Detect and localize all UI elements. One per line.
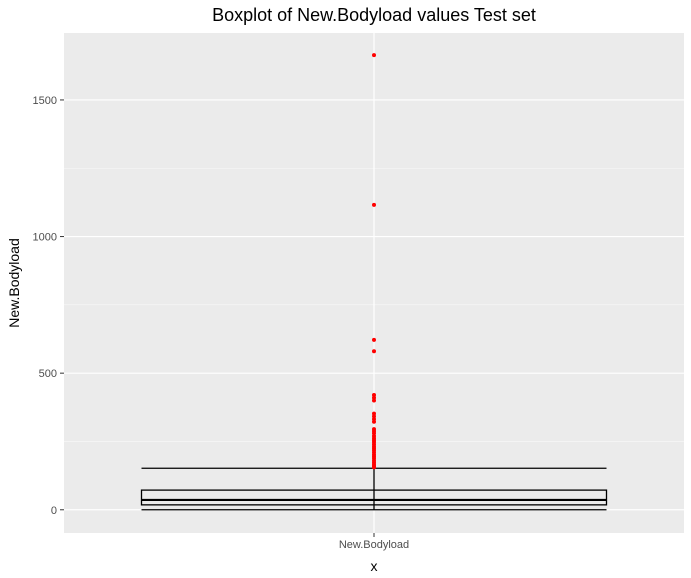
y-tick-label: 1000 xyxy=(33,232,57,244)
y-tick-label: 500 xyxy=(39,368,57,380)
outlier-point xyxy=(372,395,376,400)
outlier-point xyxy=(372,465,376,470)
chart-title: Boxplot of New.Bodyload values Test set xyxy=(212,5,536,25)
outlier-point xyxy=(372,417,376,422)
outlier-point xyxy=(372,337,376,342)
outlier-point xyxy=(372,398,376,403)
x-axis-ticks: New.Bodyload xyxy=(339,533,409,551)
outlier-point xyxy=(372,414,376,419)
x-tick-label: New.Bodyload xyxy=(339,539,409,551)
outlier-point xyxy=(372,53,376,58)
outlier-point xyxy=(372,411,376,416)
outlier-point xyxy=(372,431,376,436)
y-tick-label: 1500 xyxy=(33,95,57,107)
outlier-point xyxy=(372,419,376,424)
x-axis-title: x xyxy=(371,558,378,574)
y-axis-ticks: 0 500 1000 1500 xyxy=(33,95,64,517)
outlier-point xyxy=(372,349,376,354)
iqr-box xyxy=(140,489,608,506)
y-tick-label: 0 xyxy=(51,505,57,517)
y-axis-title: New.Bodyload xyxy=(6,238,22,328)
outlier-point xyxy=(372,393,376,398)
outlier-points xyxy=(372,53,376,470)
outlier-point xyxy=(372,202,376,207)
